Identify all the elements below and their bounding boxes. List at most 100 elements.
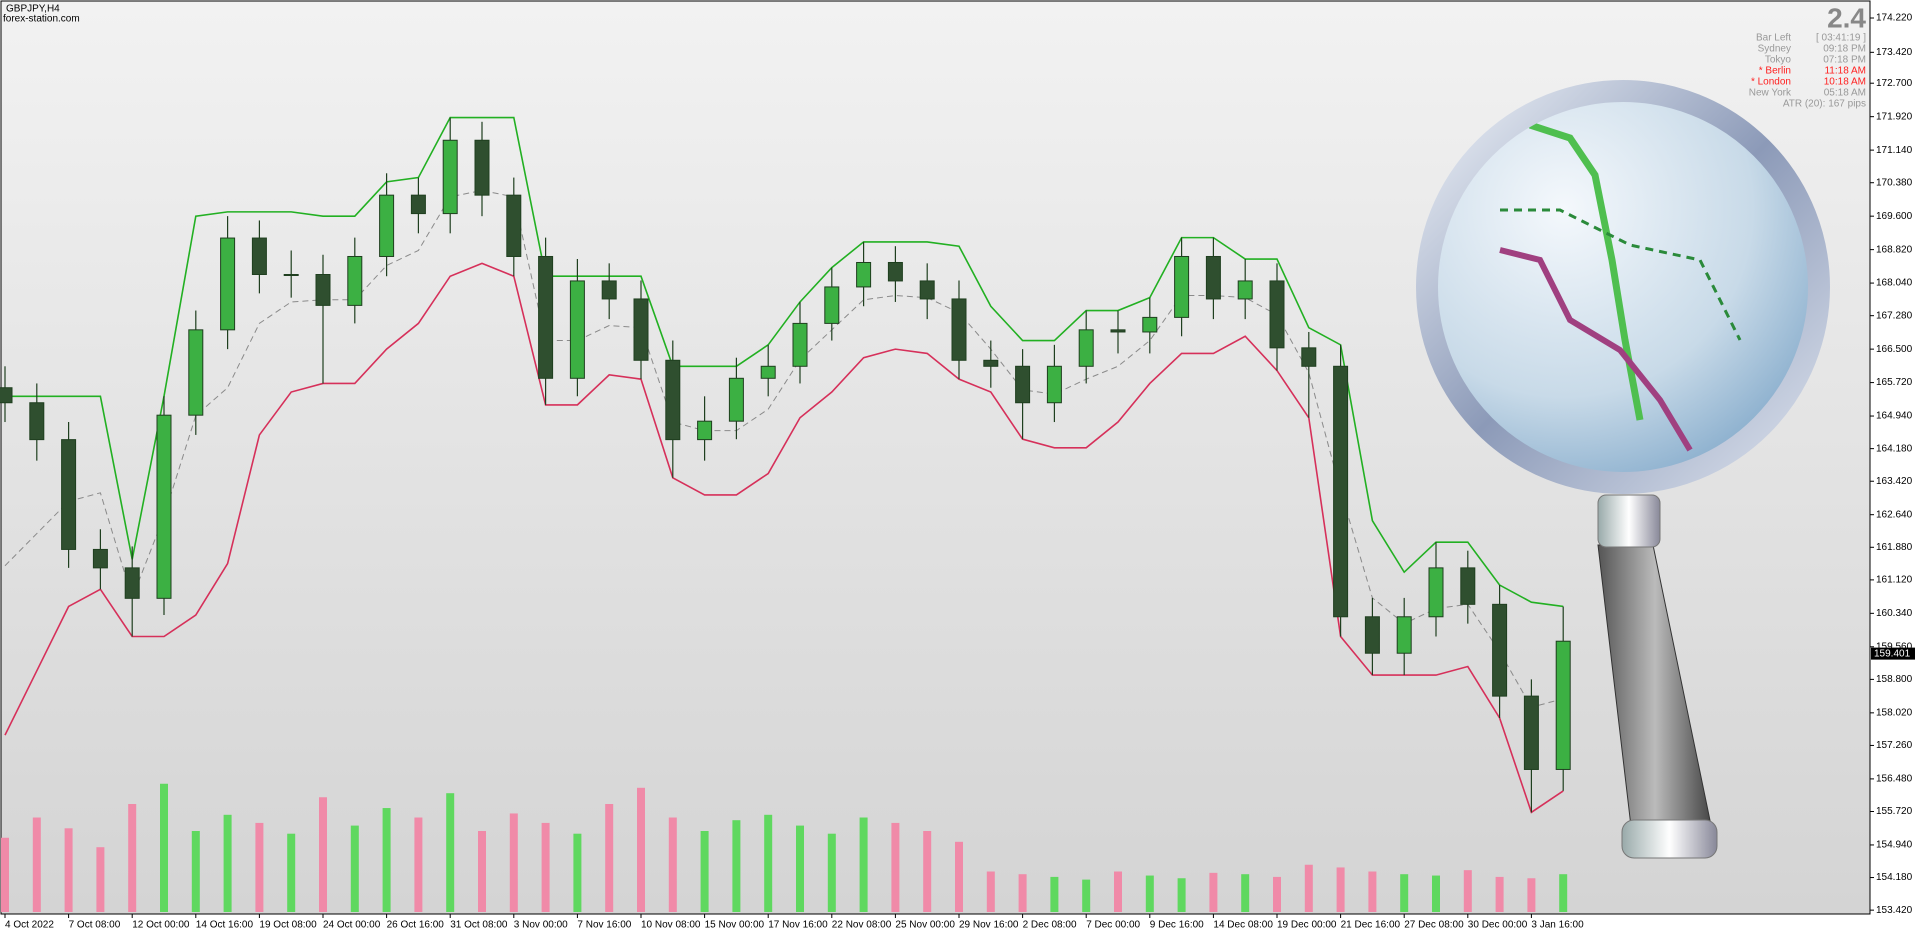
x-tick-label: 30 Dec 00:00	[1468, 920, 1528, 931]
x-tick-label: 7 Oct 08:00	[69, 920, 121, 931]
volume-bar	[255, 822, 264, 912]
y-tick-label: 169.600	[1876, 211, 1913, 222]
info-big: 2.4	[1827, 2, 1866, 33]
x-tick-label: 15 Nov 00:00	[705, 920, 765, 931]
candle-body	[0, 387, 13, 404]
volume-bar	[1495, 876, 1504, 912]
info-value: 05:18 AM	[1824, 88, 1866, 99]
x-tick-label: 29 Nov 16:00	[959, 920, 1019, 931]
volume-bar	[1368, 871, 1377, 912]
volume-bar	[764, 814, 773, 912]
y-tick-label: 165.720	[1876, 377, 1913, 388]
x-tick-label: 24 Oct 00:00	[323, 920, 381, 931]
volume-bar	[1177, 878, 1186, 912]
volume-bar	[1145, 875, 1154, 912]
volume-bar	[1114, 871, 1122, 912]
band-line	[5, 116, 1564, 608]
info-value: 10:18 AM	[1824, 77, 1866, 88]
magnifier	[1416, 80, 1830, 859]
volume-bar	[668, 817, 677, 912]
volume-bar	[573, 833, 582, 912]
candle-body	[538, 255, 554, 379]
volume-bar	[478, 831, 486, 912]
candle-body	[1205, 255, 1221, 300]
candle-body	[1110, 329, 1126, 333]
volume-bar	[287, 833, 296, 912]
candle-body	[1174, 255, 1190, 318]
x-tick-label: 10 Nov 08:00	[641, 920, 701, 931]
volume-bar	[1050, 876, 1059, 912]
lens-decoration	[1528, 121, 1644, 421]
y-tick-label: 172.700	[1876, 78, 1913, 89]
y-tick-label: 159.560	[1876, 641, 1913, 652]
candle-body	[251, 237, 267, 276]
y-tick-label: 161.880	[1876, 542, 1913, 553]
band-line	[4, 262, 1564, 814]
y-tick-label: 156.480	[1876, 774, 1913, 785]
volume-bar	[796, 825, 804, 912]
candle-body	[474, 139, 490, 196]
plot	[0, 116, 1571, 912]
info-label: Bar Left	[1756, 33, 1791, 44]
lens-decoration	[1499, 247, 1693, 452]
candle-body	[29, 402, 45, 441]
candle-body	[760, 365, 776, 379]
candle-body	[1333, 365, 1349, 618]
volume-bar	[541, 822, 550, 912]
y-tick-label: 153.420	[1876, 905, 1913, 916]
candle-body	[1523, 695, 1539, 770]
candle-body	[601, 280, 617, 300]
volume-bar	[319, 797, 327, 912]
volume-bar	[1018, 874, 1027, 912]
candle-body	[1015, 365, 1031, 404]
x-tick-label: 21 Dec 16:00	[1341, 920, 1401, 931]
volume-bar	[1241, 874, 1250, 912]
volume-bar	[700, 831, 709, 912]
candle-body	[665, 359, 681, 441]
volume-bar	[191, 831, 200, 912]
x-tick-label: 4 Oct 2022	[5, 920, 54, 931]
x-tick-label: 9 Dec 16:00	[1150, 920, 1204, 931]
x-tick-label: 3 Nov 00:00	[514, 920, 568, 931]
volume-bar	[96, 847, 105, 912]
candle-body	[347, 255, 363, 306]
candle-body	[1555, 640, 1571, 770]
y-tick-label: 164.940	[1876, 411, 1913, 422]
volume-bar	[414, 817, 423, 912]
x-tick-label: 12 Oct 00:00	[132, 920, 190, 931]
info-label: * Berlin	[1759, 66, 1791, 77]
info-value: 09:18 PM	[1823, 44, 1866, 55]
x-tick-label: 14 Oct 16:00	[196, 920, 254, 931]
candle-body	[506, 194, 522, 257]
candle-body	[1396, 616, 1412, 654]
candle-body	[315, 274, 331, 306]
chart-subtitle: forex-station.com	[3, 14, 80, 25]
magnifier-ring	[1416, 80, 1830, 494]
x-tick-label: 7 Nov 16:00	[577, 920, 631, 931]
y-tick-label: 164.180	[1876, 443, 1913, 454]
candle-body	[1460, 567, 1476, 605]
y-tick-label: 160.340	[1876, 608, 1913, 619]
x-tick-label: 19 Oct 08:00	[259, 920, 317, 931]
y-tick-label: 157.260	[1876, 740, 1913, 751]
volume-bar	[1432, 875, 1440, 912]
y-tick-label: 168.040	[1876, 278, 1913, 289]
x-tick-label: 7 Dec 00:00	[1086, 920, 1140, 931]
candle-body	[792, 322, 808, 367]
x-tick-label: 17 Nov 16:00	[768, 920, 828, 931]
x-tick-label: 19 Dec 00:00	[1277, 920, 1337, 931]
candle-body	[951, 298, 967, 361]
candle-body	[1364, 616, 1380, 654]
candle-body	[220, 237, 236, 331]
volume-bar	[1336, 867, 1345, 912]
volume-bar	[1209, 872, 1218, 912]
volume-bar	[64, 828, 73, 912]
y-tick-label: 161.120	[1876, 575, 1913, 586]
candle-body	[887, 261, 903, 282]
candle-body	[824, 286, 840, 324]
volume-bar	[955, 841, 963, 912]
magnifier-collar	[1597, 494, 1661, 548]
volume-bar	[891, 822, 900, 912]
volume-bar	[350, 825, 359, 912]
